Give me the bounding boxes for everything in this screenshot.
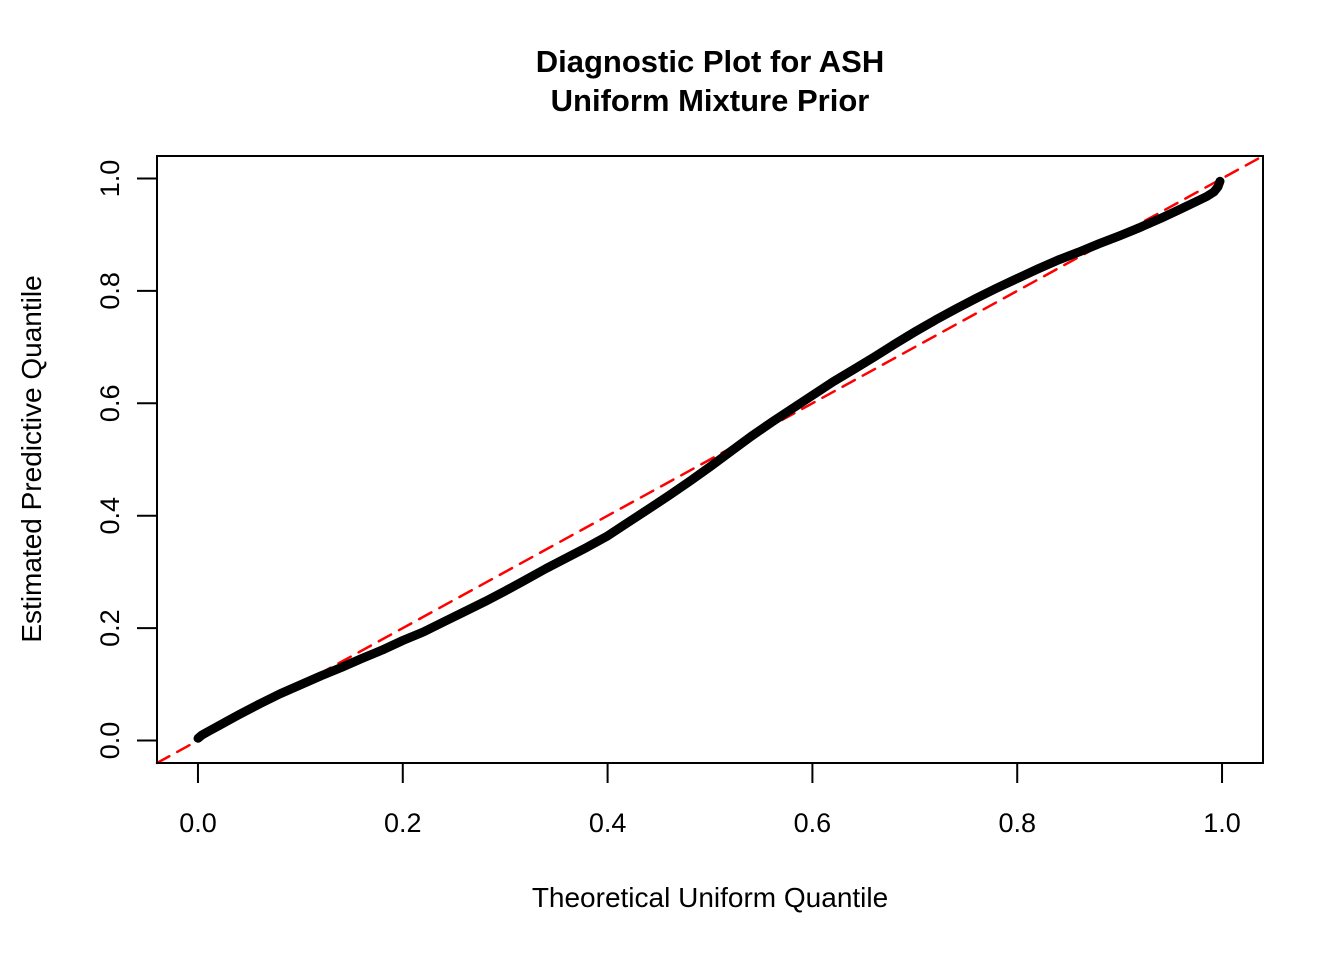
x-tick-label: 0.4 (589, 808, 627, 838)
plot-series (155, 154, 1265, 765)
y-axis-title: Estimated Predictive Quantile (16, 275, 47, 643)
x-axis-title: Theoretical Uniform Quantile (531, 882, 889, 913)
y-tick-label: 0.8 (95, 272, 125, 310)
x-tick-label: 0.6 (794, 808, 832, 838)
estimated-predictive-quantile-curve (193, 176, 1225, 743)
chart-title: Diagnostic Plot for ASH Uniform Mixture … (157, 42, 1263, 120)
y-tick-label: 0.6 (95, 385, 125, 423)
y-axis-tick-labels: 0.0 0.2 0.4 0.6 0.8 1.0 (95, 160, 125, 760)
y-tick-label: 0.4 (95, 497, 125, 535)
x-axis-ticks (196, 763, 1224, 783)
x-tick-label: 0.0 (179, 808, 217, 838)
y-tick-label: 1.0 (95, 160, 125, 198)
y-tick-label: 0.0 (95, 722, 125, 760)
y-axis-ticks (137, 177, 157, 742)
chart-title-line-1: Diagnostic Plot for ASH (535, 44, 885, 79)
x-tick-label: 0.8 (998, 808, 1036, 838)
x-axis-tick-labels: 0.0 0.2 0.4 0.6 0.8 1.0 (179, 808, 1241, 838)
identity-reference-line (155, 154, 1265, 765)
y-tick-label: 0.2 (95, 609, 125, 647)
chart-title-line-2: Uniform Mixture Prior (550, 83, 870, 118)
plot-box-border (156, 155, 1264, 764)
x-tick-label: 0.2 (384, 808, 422, 838)
x-tick-label: 1.0 (1203, 808, 1241, 838)
